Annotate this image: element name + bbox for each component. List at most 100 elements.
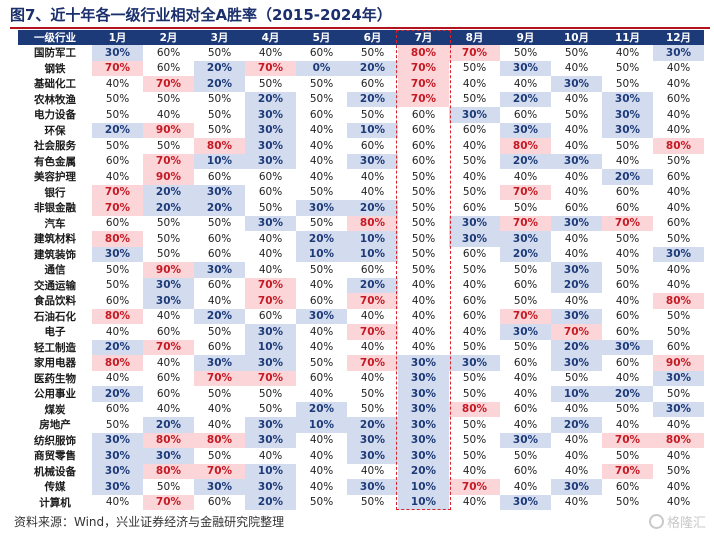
win-rate-cell: 40% — [666, 108, 691, 121]
win-rate-cell: 60% — [462, 248, 487, 261]
win-rate-cell: 40% — [666, 201, 691, 214]
win-rate-cell: 70% — [143, 76, 194, 92]
win-rate-cell: 50% — [513, 341, 538, 354]
table-row: 轻工制造 20% 70% 60% 10% 40% 40% 40% 50% 50% 20% 30% 60% — [18, 339, 704, 355]
win-rate-cell: 50% — [156, 217, 181, 230]
win-rate-cell: 20% — [92, 122, 143, 138]
table-row: 电力设备 50% 40% 50% 30% 60% 50% 60% 30% 60% 50% 30% 40% — [18, 107, 704, 123]
win-rate-cell: 50% — [309, 77, 334, 90]
win-rate-cell: 60% — [207, 279, 232, 292]
win-rate-cell: 40% — [564, 248, 589, 261]
win-rate-cell: 50% — [615, 77, 640, 90]
win-rate-cell: 80% — [653, 432, 704, 448]
column-header-month: 11月 — [602, 30, 653, 45]
win-rate-cell: 30% — [551, 215, 602, 231]
table-row: 钢铁 70% 60% 20% 70% 0% 20% 70% 50% 30% 40% 50% 40% — [18, 60, 704, 76]
win-rate-cell: 40% — [156, 108, 181, 121]
industry-name: 计算机 — [39, 496, 71, 509]
win-rate-cell: 30% — [92, 463, 143, 479]
win-rate-cell: 30% — [194, 479, 245, 495]
win-rate-cell: 60% — [156, 387, 181, 400]
industry-name: 轻工制造 — [34, 341, 76, 354]
win-rate-cell: 70% — [347, 355, 398, 371]
win-rate-cell: 30% — [449, 107, 500, 123]
win-rate-cell: 50% — [258, 403, 283, 416]
table-row: 银行 70% 20% 30% 60% 50% 40% 50% 50% 70% 40% 60% 40% — [18, 184, 704, 200]
table-row: 有色金属 60% 70% 10% 30% 40% 30% 60% 50% 20% 30% 40% 50% — [18, 153, 704, 169]
win-rate-cell: 50% — [105, 263, 130, 276]
table-row: 通信 50% 90% 30% 40% 50% 60% 50% 50% 50% 30% 50% 40% — [18, 262, 704, 278]
win-rate-cell: 30% — [245, 324, 296, 340]
win-rate-cell: 50% — [360, 387, 385, 400]
win-rate-cell: 60% — [360, 139, 385, 152]
win-rate-cell: 40% — [156, 310, 181, 323]
win-rate-cell: 40% — [462, 279, 487, 292]
win-rate-cell: 30% — [500, 324, 551, 340]
win-rate-cell: 50% — [462, 449, 487, 462]
win-rate-cell: 20% — [143, 184, 194, 200]
win-rate-cell: 60% — [258, 310, 283, 323]
table-row: 非银金融 70% 20% 20% 50% 30% 20% 50% 60% 50% 60% 60% 40% — [18, 200, 704, 216]
win-rate-cell: 50% — [156, 232, 181, 245]
win-rate-cell: 20% — [347, 417, 398, 433]
industry-name: 建筑材料 — [34, 233, 76, 246]
win-rate-cell: 30% — [296, 308, 347, 324]
win-rate-cell: 40% — [105, 170, 130, 183]
win-rate-cell: 80% — [500, 138, 551, 154]
win-rate-cell: 50% — [666, 232, 691, 245]
win-rate-cell: 50% — [615, 496, 640, 509]
win-rate-cell: 80% — [194, 432, 245, 448]
chart-title: 图7、近十年各一级行业相对全A胜率（2015-2024年） — [10, 6, 392, 24]
win-rate-cell: 50% — [462, 93, 487, 106]
win-rate-cell: 80% — [143, 432, 194, 448]
win-rate-cell: 30% — [92, 432, 143, 448]
win-rate-cell: 40% — [309, 434, 334, 447]
win-rate-cell: 50% — [462, 387, 487, 400]
win-rate-cell: 50% — [309, 496, 334, 509]
column-header-month: 4月 — [245, 30, 296, 45]
win-rate-cell: 20% — [347, 277, 398, 293]
win-rate-cell: 40% — [411, 325, 436, 338]
win-rate-cell: 30% — [653, 246, 704, 262]
win-rate-cell: 80% — [92, 308, 143, 324]
win-rate-cell: 50% — [156, 93, 181, 106]
win-rate-cell: 70% — [245, 370, 296, 386]
win-rate-cell: 40% — [411, 279, 436, 292]
win-rate-cell: 50% — [666, 155, 691, 168]
win-rate-cell: 50% — [564, 372, 589, 385]
win-rate-cell: 50% — [462, 155, 487, 168]
column-header-month: 7月 — [398, 30, 449, 45]
win-rate-cell: 70% — [551, 324, 602, 340]
win-rate-cell: 30% — [347, 479, 398, 495]
table-row: 国防军工 30% 60% 50% 40% 60% 50% 80% 70% 50% 50% 40% 30% — [18, 45, 704, 61]
win-rate-cell: 40% — [105, 325, 130, 338]
win-rate-cell: 30% — [398, 370, 449, 386]
win-rate-cell: 40% — [411, 341, 436, 354]
table-row: 建筑装饰 30% 50% 60% 40% 10% 10% 50% 60% 20% 40% 40% 30% — [18, 246, 704, 262]
win-rate-cell: 50% — [105, 108, 130, 121]
win-rate-cell: 0% — [296, 60, 347, 76]
win-rate-cell: 40% — [564, 124, 589, 137]
win-rate-cell: 60% — [462, 201, 487, 214]
win-rate-cell: 60% — [207, 248, 232, 261]
win-rate-cell: 50% — [462, 372, 487, 385]
win-rate-cell: 20% — [194, 76, 245, 92]
win-rate-cell: 60% — [666, 170, 691, 183]
win-rate-cell: 30% — [500, 231, 551, 247]
win-rate-cell: 40% — [309, 279, 334, 292]
win-rate-cell: 50% — [309, 263, 334, 276]
win-rate-cell: 50% — [615, 263, 640, 276]
industry-name: 食品饮料 — [34, 295, 76, 308]
win-rate-cell: 70% — [143, 494, 194, 510]
win-rate-cell: 20% — [92, 386, 143, 402]
win-rate-cell: 60% — [615, 201, 640, 214]
win-rate-cell: 80% — [449, 401, 500, 417]
win-rate-cell: 60% — [513, 279, 538, 292]
win-rate-cell: 50% — [309, 93, 334, 106]
win-rate-cell: 60% — [615, 356, 640, 369]
win-rate-cell: 50% — [462, 434, 487, 447]
win-rate-cell: 70% — [602, 215, 653, 231]
win-rate-cell: 30% — [194, 262, 245, 278]
win-rate-cell: 50% — [360, 496, 385, 509]
win-rate-cell: 50% — [105, 93, 130, 106]
